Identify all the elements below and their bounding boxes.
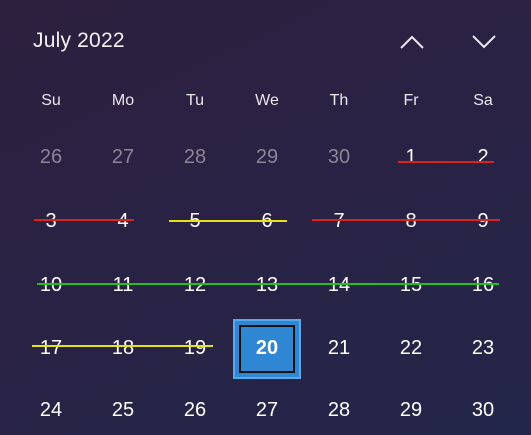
day-cell[interactable]: 26 xyxy=(183,398,207,421)
day-cell[interactable]: 22 xyxy=(399,336,423,359)
day-cell[interactable]: 21 xyxy=(327,336,351,359)
day-cell[interactable]: 13 xyxy=(255,273,279,296)
day-cell[interactable]: 10 xyxy=(39,273,63,296)
day-cell[interactable]: 23 xyxy=(471,336,495,359)
day-cell[interactable]: 14 xyxy=(327,273,351,296)
weekday-label: Su xyxy=(41,92,61,109)
day-cell-prev-month[interactable]: 30 xyxy=(327,145,351,168)
day-cell[interactable]: 27 xyxy=(255,398,279,421)
chevron-down-icon xyxy=(472,35,496,49)
weekday-label: Th xyxy=(329,92,349,109)
day-cell[interactable]: 3 xyxy=(45,209,57,232)
day-cell[interactable]: 15 xyxy=(399,273,423,296)
day-cell[interactable]: 28 xyxy=(327,398,351,421)
day-cell[interactable]: 8 xyxy=(405,209,417,232)
day-cell[interactable]: 5 xyxy=(189,209,201,232)
previous-month-button[interactable] xyxy=(392,24,432,60)
day-cell[interactable]: 11 xyxy=(112,273,134,296)
day-cell[interactable]: 24 xyxy=(39,398,63,421)
day-cell[interactable]: 25 xyxy=(111,398,135,421)
day-cell-prev-month[interactable]: 26 xyxy=(39,145,63,168)
today-highlight xyxy=(233,319,301,379)
day-cell[interactable]: 18 xyxy=(111,336,135,359)
calendar-header: July 2022 xyxy=(0,0,531,84)
day-cell[interactable]: 2 xyxy=(477,145,489,168)
day-cell[interactable]: 9 xyxy=(477,209,489,232)
weekday-label: Mo xyxy=(111,92,135,109)
month-year-title[interactable]: July 2022 xyxy=(33,29,125,52)
day-cell[interactable]: 30 xyxy=(471,398,495,421)
day-cell[interactable]: 6 xyxy=(261,209,273,232)
day-cell[interactable]: 7 xyxy=(333,209,345,232)
day-cell[interactable]: 17 xyxy=(39,336,63,359)
day-cell[interactable]: 29 xyxy=(399,398,423,421)
day-cell-prev-month[interactable]: 29 xyxy=(255,145,279,168)
weekday-label: We xyxy=(255,92,279,109)
day-cell-today[interactable]: 20 xyxy=(255,336,279,359)
day-cell[interactable]: 16 xyxy=(471,273,495,296)
day-cell[interactable]: 1 xyxy=(405,145,417,168)
day-cell[interactable]: 4 xyxy=(117,209,129,232)
day-cell-prev-month[interactable]: 27 xyxy=(111,145,135,168)
today-focus-ring xyxy=(239,325,295,373)
chevron-up-icon xyxy=(400,35,424,49)
day-cell-prev-month[interactable]: 28 xyxy=(183,145,207,168)
weekday-label: Fr xyxy=(403,92,419,109)
next-month-button[interactable] xyxy=(464,24,504,60)
weekday-label: Tu xyxy=(185,92,205,109)
weekday-label: Sa xyxy=(473,92,493,109)
day-cell[interactable]: 19 xyxy=(183,336,207,359)
day-cell[interactable]: 12 xyxy=(183,273,207,296)
